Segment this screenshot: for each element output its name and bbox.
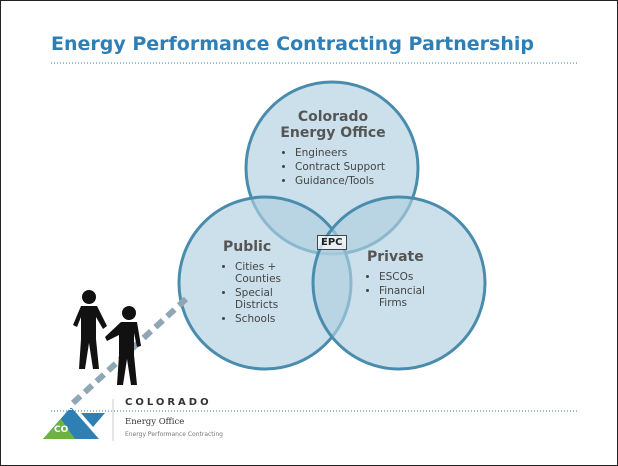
org-name: COLORADO (125, 397, 212, 408)
office-name: Energy Office (125, 417, 185, 427)
logo (43, 399, 114, 441)
list-item: Financial Firms (379, 285, 443, 309)
slide-title: Energy Performance Contracting Partnersh… (51, 33, 534, 55)
handshake-figures (73, 290, 141, 385)
list-item: Cities + Counties (235, 261, 295, 285)
item-list: ESCOs Financial Firms (367, 271, 443, 309)
item-list: Cities + CountiesSpecial Districts School… (223, 261, 295, 325)
logo-badge: CEO (64, 405, 78, 412)
circle-text: Private ESCOs Financial Firms (367, 249, 443, 311)
circle-text: Colorado Energy Office Engineers Contract … (280, 109, 393, 189)
list-item: Schools (235, 313, 295, 325)
item-list: Engineers Contract Support Guidance/Tools (283, 147, 393, 187)
circle-right (311, 195, 487, 371)
list-item: ESCOs (379, 271, 443, 283)
circle-heading: Colorado Energy Office (280, 109, 386, 141)
program-name: Energy Performance Contracting (125, 431, 223, 438)
logo-abbr: CO (54, 425, 69, 435)
list-item: Special Districts (235, 287, 295, 311)
circle-text: Public Cities + CountiesSpecial Districts… (223, 239, 295, 327)
center-label: EPC (317, 235, 347, 250)
circle-heading: Public (223, 239, 272, 255)
list-item: Contract Support (295, 161, 393, 173)
circle-heading: Private (367, 249, 424, 265)
list-item: Engineers (295, 147, 393, 159)
list-item: Guidance/Tools (295, 175, 393, 187)
dashed-path (70, 296, 189, 406)
